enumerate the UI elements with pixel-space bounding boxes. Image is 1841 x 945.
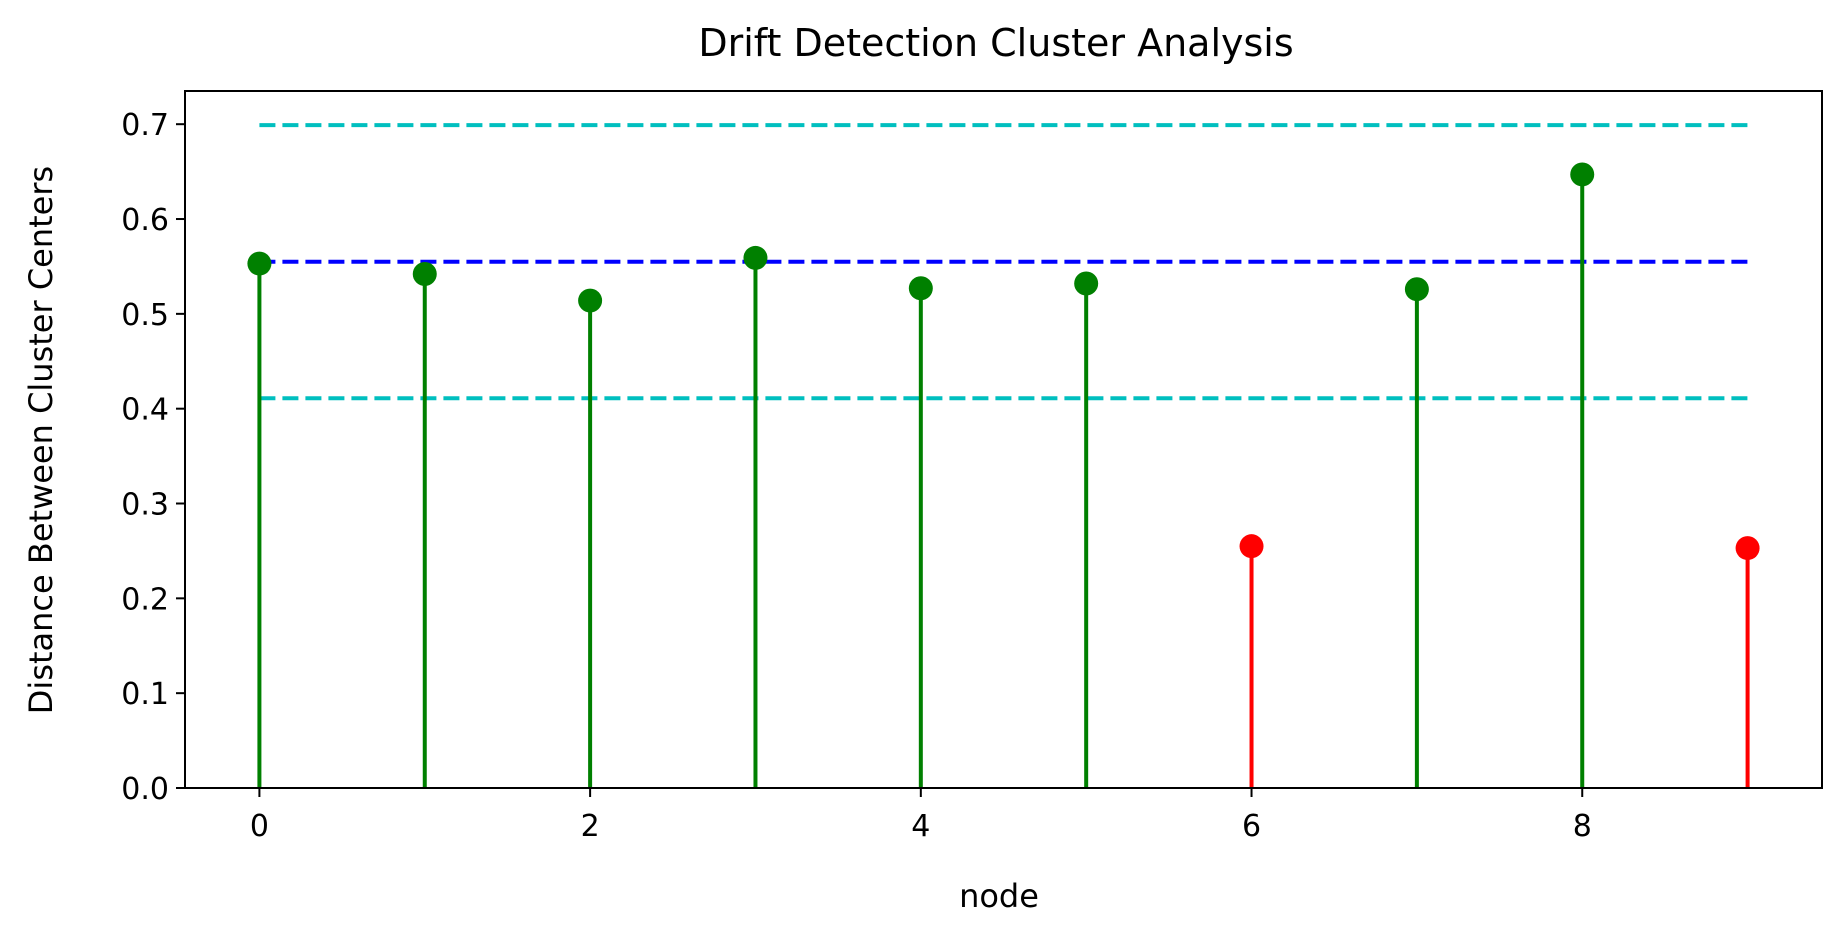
y-tick-label-0: 0.0 [121,772,169,807]
chart-title: Drift Detection Cluster Analysis [698,21,1293,65]
stem-marker-5 [1074,271,1099,296]
x-axis-label: node [959,877,1039,915]
stem-marker-7 [1404,277,1429,302]
y-tick-label-5: 0.5 [121,298,169,333]
stem-marker-6 [1239,534,1264,559]
stem-marker-9 [1735,536,1760,561]
stem-marker-0 [247,251,272,276]
stem-marker-3 [743,245,768,270]
y-axis-label: Distance Between Cluster Centers [22,166,60,714]
y-tick-label-1: 0.1 [121,677,169,712]
y-tick-label-2: 0.2 [121,582,169,617]
x-tick-label-4: 8 [1573,809,1592,844]
stem-marker-8 [1570,162,1595,187]
x-tick-label-0: 0 [250,809,269,844]
stem-marker-2 [578,288,603,313]
x-tick-label-1: 2 [581,809,600,844]
y-tick-label-4: 0.4 [121,393,169,428]
plot-area: 0 2 4 6 8 0.0 0.1 0.2 0.3 0.4 0.5 0.6 0.7 [121,90,1823,844]
stem-marker-4 [908,276,933,301]
plot-frame [184,90,1823,789]
stem-marker-1 [412,262,437,287]
y-tick-label-6: 0.6 [121,203,169,238]
x-tick-label-2: 4 [911,809,930,844]
y-tick-label-7: 0.7 [121,108,169,143]
x-tick-label-3: 6 [1242,809,1261,844]
y-tick-label-3: 0.3 [121,488,169,523]
